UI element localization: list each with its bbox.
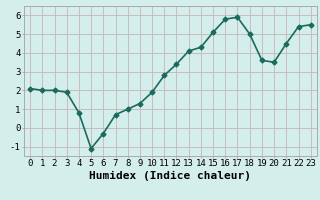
X-axis label: Humidex (Indice chaleur): Humidex (Indice chaleur) bbox=[89, 171, 252, 181]
